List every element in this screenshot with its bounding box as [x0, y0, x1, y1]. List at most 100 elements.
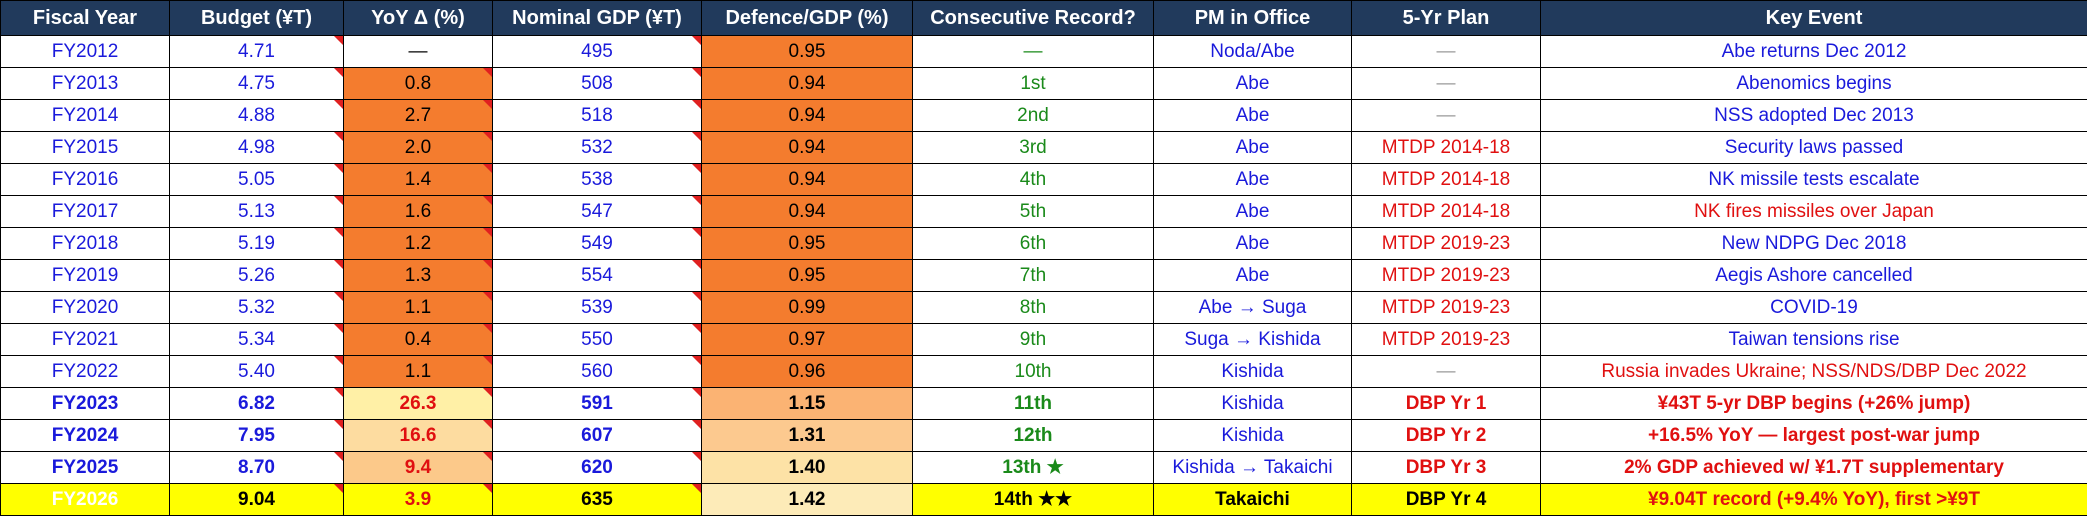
table-cell: 14th ★★	[913, 484, 1154, 516]
table-cell: —	[1352, 36, 1541, 68]
table-cell: 560	[493, 356, 702, 388]
table-cell: Abe returns Dec 2012	[1541, 36, 2087, 68]
table-cell: FY2019	[1, 260, 170, 292]
table-cell: DBP Yr 3	[1352, 452, 1541, 484]
table-cell: Kishida → Takaichi	[1154, 452, 1352, 484]
table-cell: Abe → Suga	[1154, 292, 1352, 324]
table-cell: ¥43T 5-yr DBP begins (+26% jump)	[1541, 388, 2087, 420]
table-cell: 554	[493, 260, 702, 292]
table-cell: FY2012	[1, 36, 170, 68]
budget-cell: 5.40	[170, 356, 344, 388]
table-cell: FY2021	[1, 324, 170, 356]
budget-value: 5.05	[238, 169, 275, 190]
budget-value: 9.04	[238, 489, 275, 510]
budget-value: 5.40	[238, 361, 275, 382]
table-cell: New NDPG Dec 2018	[1541, 228, 2087, 260]
budget-value: 4.71	[238, 41, 275, 62]
budget-cell: 5.19	[170, 228, 344, 260]
budget-cell: 5.13	[170, 196, 344, 228]
table-cell: FY2016	[1, 164, 170, 196]
column-header: 5-Yr Plan	[1352, 1, 1541, 36]
table-cell: 0.95	[702, 228, 913, 260]
table-cell: 1.40	[702, 452, 913, 484]
table-cell: Abe	[1154, 68, 1352, 100]
table-cell: Abe	[1154, 164, 1352, 196]
budget-value: 8.70	[238, 457, 275, 478]
budget-cell: 7.95	[170, 420, 344, 452]
table-cell: NK missile tests escalate	[1541, 164, 2087, 196]
table-cell: 2.0	[344, 132, 493, 164]
table-cell: MTDP 2014-18	[1352, 132, 1541, 164]
table-cell: 4th	[913, 164, 1154, 196]
table-cell: ¥9.04T record (+9.4% YoY), first >¥9T	[1541, 484, 2087, 516]
table-cell: 1.1	[344, 356, 493, 388]
table-cell: 12th	[913, 420, 1154, 452]
table-cell: —	[913, 36, 1154, 68]
table-cell: 26.3	[344, 388, 493, 420]
table-cell: 6th	[913, 228, 1154, 260]
table-cell: 538	[493, 164, 702, 196]
table-cell: Kishida	[1154, 356, 1352, 388]
budget-cell: 5.26	[170, 260, 344, 292]
budget-value: 4.88	[238, 105, 275, 126]
table-cell: FY2024	[1, 420, 170, 452]
budget-value: 7.95	[238, 425, 275, 446]
budget-value: 6.82	[238, 393, 275, 414]
table-cell: 1.31	[702, 420, 913, 452]
table-cell: 1st	[913, 68, 1154, 100]
table-cell: NSS adopted Dec 2013	[1541, 100, 2087, 132]
budget-value: 4.75	[238, 73, 275, 94]
column-header: Key Event	[1541, 1, 2087, 36]
table-cell: 0.95	[702, 260, 913, 292]
table-cell: 16.6	[344, 420, 493, 452]
table-cell: FY2013	[1, 68, 170, 100]
table-cell: 3.9	[344, 484, 493, 516]
table-cell: Russia invades Ukraine; NSS/NDS/DBP Dec …	[1541, 356, 2087, 388]
table-cell: +16.5% YoY — largest post-war jump	[1541, 420, 2087, 452]
table-cell: 7th	[913, 260, 1154, 292]
table-cell: Abe	[1154, 132, 1352, 164]
table-cell: MTDP 2019-23	[1352, 228, 1541, 260]
table-cell: 0.95	[702, 36, 913, 68]
table-cell: FY2020	[1, 292, 170, 324]
table-cell: Noda/Abe	[1154, 36, 1352, 68]
table-cell: MTDP 2019-23	[1352, 324, 1541, 356]
column-header: PM in Office	[1154, 1, 1352, 36]
table-cell: 620	[493, 452, 702, 484]
budget-cell: 6.82	[170, 388, 344, 420]
budget-value: 5.13	[238, 201, 275, 222]
budget-cell: 5.34	[170, 324, 344, 356]
table-cell: 1.4	[344, 164, 493, 196]
table-cell: Abenomics begins	[1541, 68, 2087, 100]
table-cell: Taiwan tensions rise	[1541, 324, 2087, 356]
table-cell: 2% GDP achieved w/ ¥1.7T supplementary	[1541, 452, 2087, 484]
table-cell: MTDP 2019-23	[1352, 292, 1541, 324]
budget-cell: 4.88	[170, 100, 344, 132]
table-cell: 0.4	[344, 324, 493, 356]
table-cell: 0.94	[702, 100, 913, 132]
table-cell: 13th ★	[913, 452, 1154, 484]
table-cell: FY2014	[1, 100, 170, 132]
table-cell: —	[1352, 68, 1541, 100]
table-cell: 1.2	[344, 228, 493, 260]
table-cell: 607	[493, 420, 702, 452]
column-header: YoY Δ (%)	[344, 1, 493, 36]
table-cell: 508	[493, 68, 702, 100]
table-cell: 550	[493, 324, 702, 356]
table-cell: DBP Yr 1	[1352, 388, 1541, 420]
table-cell: 518	[493, 100, 702, 132]
table-cell: 1.3	[344, 260, 493, 292]
budget-value: 4.98	[238, 137, 275, 158]
budget-cell: 9.04	[170, 484, 344, 516]
table-cell: DBP Yr 4	[1352, 484, 1541, 516]
table-cell: FY2023	[1, 388, 170, 420]
table-cell: 0.8	[344, 68, 493, 100]
table-cell: Aegis Ashore cancelled	[1541, 260, 2087, 292]
